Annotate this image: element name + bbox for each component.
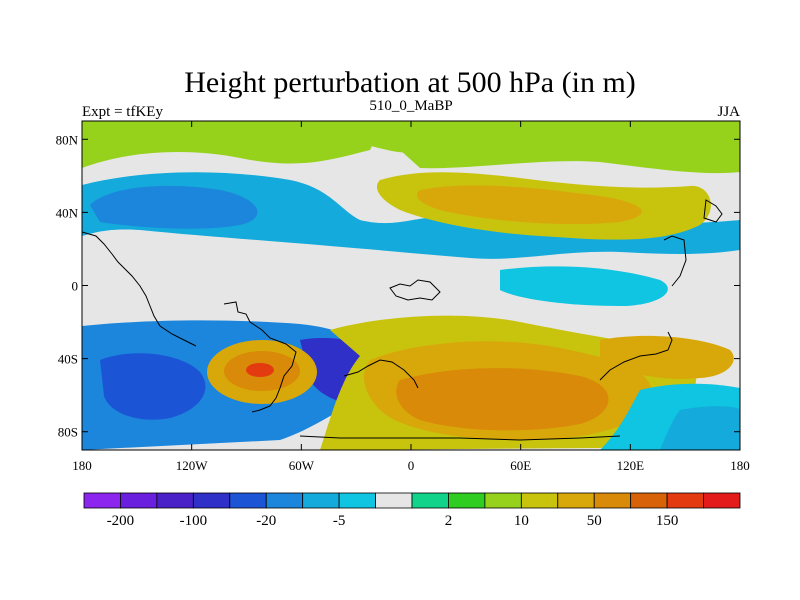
contour-region-tropics — [82, 260, 740, 322]
y-tick-label: 40N — [56, 205, 79, 220]
contour-region-arctic-east — [400, 136, 740, 174]
colorbar-swatch — [520, 492, 559, 509]
chart-title: Height perturbation at 500 hPa (in m) — [184, 66, 636, 99]
contour-region-north-high-lat-low — [82, 130, 380, 168]
contour-region-south-america-high-peak — [246, 363, 274, 377]
south-america-outline — [223, 301, 297, 413]
contour-region-indian-ocean-high-core — [396, 368, 609, 431]
right-string: JJA — [717, 104, 740, 120]
y-axis: 80N 40N 0 40S 80S — [56, 132, 740, 440]
continent-outlines — [82, 199, 723, 441]
asia-outline — [663, 235, 687, 287]
africa-outline — [343, 359, 419, 389]
x-tick-label: 60E — [510, 458, 531, 473]
y-tick-label: 0 — [72, 279, 79, 294]
colorbar-label: -20 — [256, 513, 276, 529]
colorbar-swatch — [156, 492, 194, 509]
north-america-outline — [82, 231, 197, 347]
colorbar-swatch — [375, 492, 413, 509]
colorbar-swatch — [593, 492, 632, 509]
colorbar-label: 10 — [514, 513, 529, 529]
y-tick-label: 40S — [58, 352, 78, 367]
x-tick-label: 0 — [408, 458, 415, 473]
y-tick-label: 80S — [58, 425, 78, 440]
colorbar-swatch — [265, 492, 304, 509]
colorbar-swatch — [411, 492, 449, 509]
colorbar-label: 2 — [445, 513, 453, 529]
colorbar-swatch — [83, 492, 121, 509]
contour-region-north-pacific-low — [90, 185, 258, 229]
colorbar-swatch — [120, 492, 158, 509]
colorbar-swatch — [484, 492, 522, 509]
colorbar-label: -100 — [180, 513, 208, 529]
colorbar-label: 50 — [587, 513, 602, 529]
contour-region-tropical-low — [500, 266, 668, 306]
colorbar-swatch — [192, 492, 231, 509]
colorbar-swatch — [703, 492, 741, 509]
contour-field — [82, 121, 740, 450]
x-axis: 180 120W 60W 0 60E 120E 180 — [72, 121, 750, 473]
europe-outline — [389, 279, 441, 301]
colorbar-label: 150 — [656, 513, 679, 529]
contour-region-southeast-low-core — [660, 406, 740, 450]
left-string: Expt = tfKEy — [82, 104, 163, 120]
east-asia-outline — [703, 199, 723, 223]
contour-region-arctic — [82, 121, 740, 154]
colorbar-swatch — [630, 492, 668, 509]
x-tick-label: 60W — [289, 458, 315, 473]
contour-region-eurasia-high-inner — [416, 185, 642, 225]
colorbar-swatch — [448, 492, 486, 509]
colorbar: -200 -100 -20 -5 2 10 50 150 — [83, 492, 741, 529]
colorbar-swatch — [557, 492, 595, 509]
y-tick-label: 80N — [56, 132, 79, 147]
x-tick-label: 120E — [617, 458, 645, 473]
colorbar-swatch — [338, 492, 376, 509]
contour-region-south-pacific-low-core — [100, 353, 206, 420]
colorbar-label: -200 — [107, 513, 135, 529]
australia-outline — [599, 331, 673, 381]
colorbar-swatch — [302, 492, 340, 509]
x-tick-label: 120W — [176, 458, 209, 473]
x-tick-label: 180 — [72, 458, 92, 473]
colorbar-swatch — [666, 492, 704, 509]
antarctica-outline — [299, 435, 621, 441]
center-string: 510_0_MaBP — [369, 98, 452, 114]
plot-area — [82, 121, 740, 450]
colorbar-label: -5 — [333, 513, 346, 529]
colorbar-swatch — [229, 492, 267, 509]
x-tick-label: 180 — [730, 458, 750, 473]
contour-region-australia-high — [600, 335, 734, 379]
